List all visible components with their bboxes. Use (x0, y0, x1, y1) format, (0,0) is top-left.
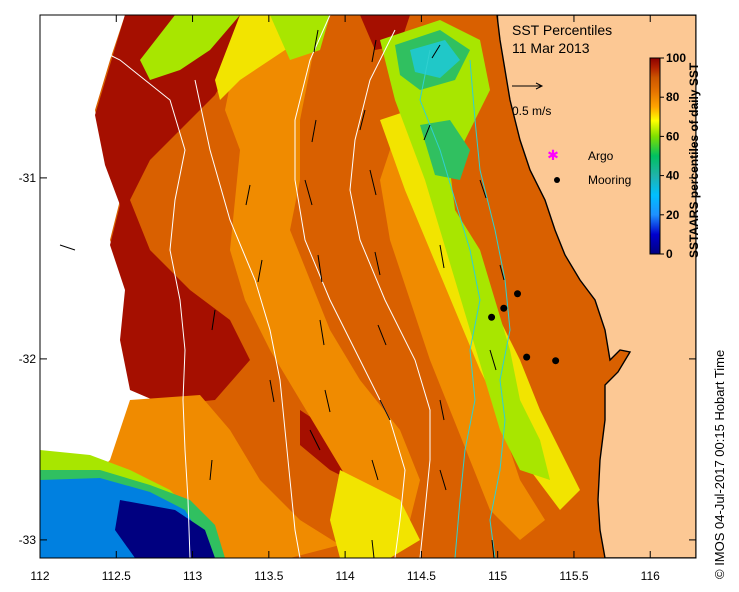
mooring-marker (552, 357, 560, 365)
colorbar-tick-label: 0 (666, 247, 673, 261)
orange-band-central (225, 15, 420, 540)
green-patch-central (420, 120, 470, 180)
x-tick-label: 112 (30, 569, 49, 583)
lime-band-north (140, 15, 240, 80)
y-tick-label: -32 (19, 352, 37, 366)
current-vectors (59, 29, 505, 558)
colorbar-label: SSTAARS percentiles of daily SST (687, 62, 701, 258)
credit-line: © IMOS 04-Jul-2017 00:15 Hobart Time (712, 349, 727, 579)
colorbar-tick-label: 80 (666, 90, 680, 104)
colorbar-tick-label: 20 (666, 208, 680, 222)
y-tick-label: -31 (19, 171, 37, 185)
plot-frame (39, 14, 697, 559)
x-tick-label: 113.5 (254, 569, 283, 583)
x-tick-label: 115 (488, 569, 507, 583)
mooring-marker (514, 290, 522, 298)
x-tick-label: 116 (641, 569, 660, 583)
argo-label: Argo (588, 149, 614, 163)
argo-symbol: ✱ (547, 147, 559, 163)
mooring-marker (488, 313, 496, 321)
isobath-contours (59, 15, 431, 558)
colorbar: 0 20 40 60 80 100 SSTAARS percentiles of dail… (649, 51, 701, 261)
lime-shelf-band (380, 20, 550, 480)
mooring-markers (488, 290, 560, 365)
colorbar-tick-label: 60 (666, 129, 680, 143)
x-tick-label: 113 (183, 569, 202, 583)
x-tick-label: 114.5 (407, 569, 436, 583)
x-tick-label: 115.5 (559, 569, 588, 583)
symbol-legend: ✱ Argo Mooring (547, 147, 631, 187)
x-tick-label: 114 (336, 569, 355, 583)
map-date: 11 Mar 2013 (512, 40, 590, 56)
map-plot-area (40, 15, 696, 558)
reference-vector: 0.5 m/s (512, 82, 551, 118)
colorbar-tick-label: 100 (666, 51, 686, 65)
mooring-marker (523, 353, 531, 361)
mooring-marker (500, 304, 508, 312)
y-axis: -31 -32 -33 (19, 171, 696, 547)
cyan-patch-north (410, 40, 460, 78)
colorbar-tick-label: 40 (666, 169, 680, 183)
mooring-label: Mooring (588, 173, 631, 187)
mooring-symbol (554, 177, 560, 183)
y-tick-label: -33 (19, 533, 37, 547)
shelf-contours (419, 49, 511, 558)
colorbar-gradient (649, 57, 661, 255)
map-title: SST Percentiles (512, 22, 612, 38)
warm-anomaly-region (95, 15, 250, 405)
colorbar-ticks: 0 20 40 60 80 100 (660, 51, 686, 261)
land-western-australia (496, 15, 696, 558)
reference-vector-label: 0.5 m/s (512, 104, 551, 118)
x-axis: 112 112.5 113 113.5 114 114.5 115 115.5 116 (30, 15, 660, 583)
x-tick-label: 112.5 (102, 569, 131, 583)
